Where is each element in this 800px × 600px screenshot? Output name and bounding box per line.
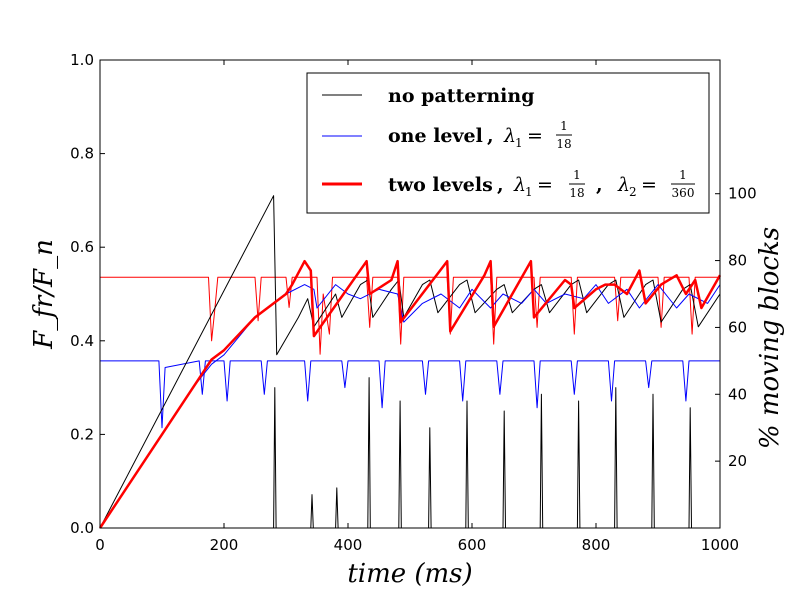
plot-frame [99,59,721,529]
y-axis-title: F_fr/F_n [29,239,59,350]
x-tick-label: 400 [334,536,363,554]
legend: no patterning one level , λ 1 = 1 18 two… [306,72,710,214]
legend-frac2-denominator: 360 [672,186,695,200]
y-tick-label: 0.8 [70,145,94,163]
legend-label-one-level: one level [388,125,483,147]
series-line-2 [98,259,722,529]
legend-lambda1-subscript: 1 [515,136,523,150]
legend-frac2-numerator: 1 [679,168,687,182]
x-axis-title: time (ms) [347,559,472,589]
x-tick-label: 200 [210,536,239,554]
y-tick-label: 0.0 [70,519,94,537]
y2-tick-label: 100 [728,185,757,203]
legend-frac1-denominator: 18 [569,186,584,200]
legend-lambda2-sub-two-levels: 2 [629,185,637,199]
series-line-4 [100,360,720,429]
x-tick-label: 1000 [701,536,739,554]
x-tick-label: 600 [458,536,487,554]
y-axis-ticks: 0.0 0.2 0.4 0.6 0.8 1.0 [70,51,105,537]
legend-label-no-patterning: no patterning [388,85,534,107]
legend-sep-one-level: , [487,125,494,147]
legend-equals2-two-levels: = [641,174,657,196]
legend-equals1-two-levels: = [537,174,553,196]
y2-tick-label: 40 [728,385,747,403]
legend-frac-numerator: 1 [560,119,568,133]
plot-series-group [98,195,722,529]
legend-frac-denominator: 18 [556,137,571,151]
y2-axis-ticks: 20 40 60 80 100 [715,185,757,470]
x-axis-ticks: 0 200 400 600 800 1000 [95,60,739,554]
legend-lambda1-two-levels: λ [513,174,526,196]
legend-lambda1-one-level: λ [503,125,516,147]
legend-lambda2-two-levels: λ [617,174,630,196]
y-tick-label: 0.2 [70,425,94,443]
legend-equals-one-level: = [527,125,543,147]
legend-comma-two-levels: , [596,174,603,196]
y-tick-label: 0.4 [70,332,94,350]
legend-sep-two-levels: , [497,174,504,196]
y2-axis-title: % moving blocks [755,227,785,449]
legend-label-two-levels: two levels [388,174,493,196]
y2-tick-label: 60 [728,318,747,336]
legend-lambda1-sub-two-levels: 1 [525,185,533,199]
series-line-1 [99,284,721,529]
x-tick-label: 0 [95,536,105,554]
x-tick-label: 800 [582,536,611,554]
y2-tick-label: 80 [728,252,747,270]
y-tick-label: 0.6 [70,238,94,256]
y-tick-label: 1.0 [70,51,94,69]
series-line-5 [100,377,720,529]
legend-box [306,72,710,214]
series-line-3 [100,276,720,355]
y2-tick-label: 20 [728,452,747,470]
legend-frac1-numerator: 1 [573,168,581,182]
